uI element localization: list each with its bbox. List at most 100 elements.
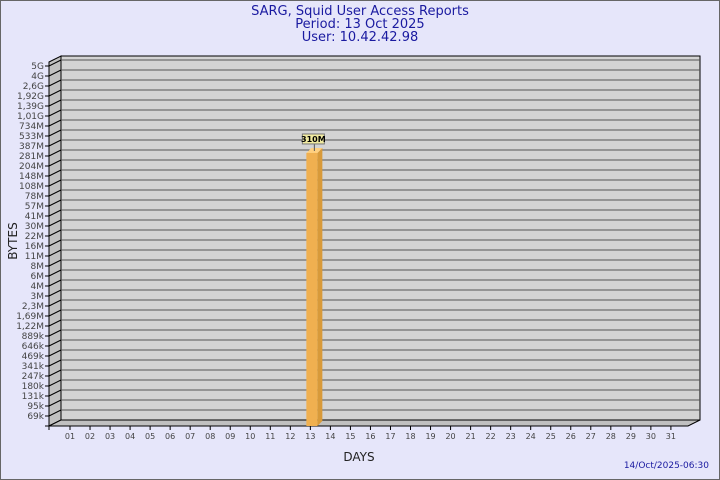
x-tick-label: 17 — [385, 432, 395, 441]
y-gridline-depth — [48, 309, 62, 317]
y-tick-label: 4M — [31, 282, 45, 292]
timestamp: 14/Oct/2025-06:30 — [623, 461, 709, 471]
y-tick-label: 204M — [19, 162, 44, 172]
y-gridline-depth — [48, 269, 62, 277]
y-gridline-depth — [48, 219, 62, 227]
x-tick-label: 29 — [626, 432, 636, 441]
plot-floor — [48, 419, 701, 427]
y-tick-label: 646k — [22, 342, 45, 352]
chart-period: Period: 13 Oct 2025 — [295, 17, 425, 32]
y-tick-label: 1,92G — [17, 92, 44, 102]
x-tick-label: 18 — [405, 432, 415, 441]
y-gridline-depth — [48, 209, 62, 217]
y-tick-label: 247k — [22, 372, 45, 382]
y-tick-label: 4G — [31, 72, 44, 82]
y-tick-label: 57M — [25, 202, 44, 212]
y-gridline-depth — [48, 89, 62, 97]
y-tick-label: 41M — [25, 212, 44, 222]
x-tick-label: 03 — [105, 432, 115, 441]
x-tick-label: 23 — [506, 432, 516, 441]
y-tick-label: 3M — [31, 292, 45, 302]
x-axis-title: DAYS — [343, 450, 374, 464]
y-gridline-depth — [48, 289, 62, 297]
chart-title: SARG, Squid User Access Reports — [251, 4, 469, 19]
y-tick-label: 8M — [31, 262, 45, 272]
y-gridline-depth — [48, 379, 62, 387]
y-gridline-depth — [48, 99, 62, 107]
x-tick-label: 13 — [305, 432, 315, 441]
y-gridline-depth — [48, 239, 62, 247]
y-tick-label: 281M — [19, 152, 44, 162]
x-tick-label: 02 — [85, 432, 95, 441]
y-tick-label: 95k — [27, 402, 44, 412]
y-gridline-depth — [48, 299, 62, 307]
y-tick-label: 78M — [25, 192, 44, 202]
x-tick-label: 28 — [606, 432, 616, 441]
y-tick-label: 533M — [19, 132, 44, 142]
y-gridline-depth — [48, 69, 62, 77]
y-gridline-depth — [48, 399, 62, 407]
y-gridline-depth — [48, 199, 62, 207]
y-gridline-depth — [48, 149, 62, 157]
y-gridline-depth — [48, 249, 62, 257]
x-tick-label: 07 — [185, 432, 195, 441]
x-tick-label: 14 — [325, 432, 335, 441]
x-tick-label: 11 — [265, 432, 275, 441]
y-gridline-depth — [48, 169, 62, 177]
chart-user: User: 10.42.42.98 — [301, 30, 419, 45]
y-gridline-depth — [48, 79, 62, 87]
y-tick-label: 734M — [19, 122, 44, 132]
y-gridline-depth — [48, 389, 62, 397]
y-tick-label: 180k — [22, 382, 45, 392]
x-tick-label: 21 — [466, 432, 476, 441]
y-tick-label: 108M — [19, 182, 44, 192]
y-gridline-depth — [48, 359, 62, 367]
x-tick-label: 20 — [445, 432, 455, 441]
y-tick-label: 1,39G — [17, 102, 44, 112]
y-tick-label: 2,6G — [23, 82, 44, 92]
x-tick-label: 04 — [125, 432, 135, 441]
x-tick-label: 31 — [666, 432, 676, 441]
y-tick-label: 6M — [31, 272, 45, 282]
y-tick-label: 2,3M — [22, 302, 44, 312]
y-gridline-depth — [48, 109, 62, 117]
x-tick-label: 26 — [566, 432, 576, 441]
bar-side — [317, 147, 323, 426]
y-tick-label: 387M — [19, 142, 44, 152]
x-tick-label: 05 — [145, 432, 155, 441]
x-tick-label: 19 — [425, 432, 435, 441]
y-gridline-depth — [48, 139, 62, 147]
x-tick-label: 08 — [205, 432, 215, 441]
x-tick-label: 09 — [225, 432, 235, 441]
bar — [306, 152, 318, 426]
data-label-box — [301, 133, 325, 145]
x-tick-label: 16 — [365, 432, 375, 441]
data-label: 310M — [301, 135, 326, 144]
y-tick-label: 16M — [25, 242, 44, 252]
x-tick-label: 22 — [486, 432, 496, 441]
y-gridline-depth — [48, 259, 62, 267]
y-tick-label: 469k — [22, 352, 45, 362]
y-gridline-depth — [48, 179, 62, 187]
x-tick-label: 24 — [526, 432, 536, 441]
y-gridline-depth — [48, 189, 62, 197]
y-gridline-depth — [48, 129, 62, 137]
y-tick-label: 1,22M — [16, 322, 44, 332]
y-gridline-depth — [48, 369, 62, 377]
y-tick-label: 1,69M — [16, 312, 44, 322]
y-gridline-depth — [48, 119, 62, 127]
y-gridline-depth — [48, 349, 62, 357]
y-gridline-depth — [48, 59, 62, 67]
x-tick-label: 30 — [646, 432, 656, 441]
y-gridline-depth — [48, 159, 62, 167]
y-gridline-depth — [48, 319, 62, 327]
x-tick-label: 01 — [65, 432, 75, 441]
y-gridline-depth — [48, 329, 62, 337]
x-tick-label: 25 — [546, 432, 556, 441]
y-tick-label: 5G — [31, 62, 44, 72]
plot-back-wall — [60, 55, 701, 421]
x-tick-label: 06 — [165, 432, 175, 441]
y-gridline-depth — [48, 229, 62, 237]
